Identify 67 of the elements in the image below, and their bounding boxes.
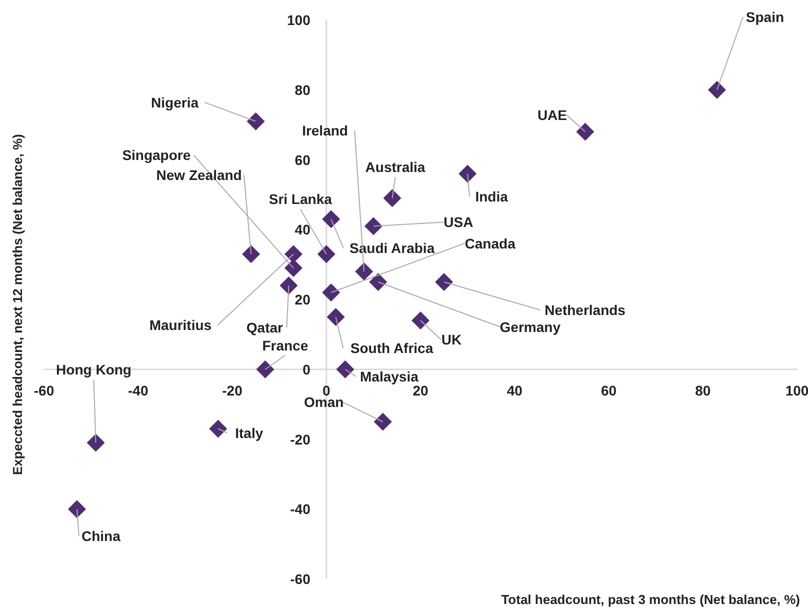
- annotation: Saudi Arabia: [350, 240, 435, 256]
- point: [280, 276, 298, 295]
- y-tick-label: 100: [287, 12, 311, 28]
- point: [355, 262, 374, 281]
- annotation: China: [82, 528, 121, 544]
- point: [322, 210, 340, 228]
- point: [284, 259, 302, 278]
- point: [256, 360, 274, 378]
- y-tick-label: -20: [290, 431, 311, 448]
- point: [322, 284, 340, 302]
- annotation: Australia: [365, 159, 426, 176]
- x-tick-label: 20: [412, 382, 428, 398]
- annotation: South Africa: [350, 340, 434, 356]
- point: [68, 500, 86, 518]
- x-tick-label: 40: [506, 382, 523, 398]
- y-tick-label: 40: [294, 222, 311, 238]
- point: [284, 245, 302, 264]
- y-tick-label: -40: [290, 501, 311, 518]
- point: [458, 164, 477, 183]
- point: [383, 189, 402, 208]
- point: [209, 420, 228, 438]
- y-tick-label: 0: [302, 361, 311, 378]
- y-tick-label: 20: [294, 292, 311, 308]
- annotation: Italy: [235, 424, 264, 441]
- x-tick-label: 100: [785, 382, 808, 398]
- annotation: Canada: [464, 236, 516, 252]
- annotation: UK: [441, 331, 462, 348]
- point: [708, 80, 726, 99]
- annotation: Netherlands: [544, 302, 626, 318]
- y-axis-title: Expeccted headcount, next 12 months (Net balance, %): [10, 134, 25, 475]
- annotation: Spain: [746, 8, 784, 25]
- x-tick-label: -40: [128, 382, 148, 398]
- annotation: India: [475, 188, 508, 205]
- point: [374, 412, 392, 431]
- annotation: Qatar: [246, 320, 284, 336]
- point: [326, 308, 345, 326]
- y-tick-label: -60: [290, 571, 311, 587]
- point: [576, 122, 594, 141]
- annotation: Ireland: [302, 122, 348, 139]
- point: [336, 360, 354, 378]
- x-tick-label: 60: [600, 382, 617, 398]
- y-tick-label: 60: [294, 152, 311, 168]
- annotation: UAE: [537, 106, 567, 123]
- point: [369, 273, 388, 292]
- annotation: Hong Kong: [56, 362, 132, 378]
- annotation: Mauritius: [149, 317, 212, 334]
- x-tick-label: 80: [695, 382, 711, 398]
- annotation: Sri Lanka: [268, 191, 332, 208]
- point: [412, 311, 430, 330]
- x-tick-label: 0: [322, 382, 330, 398]
- x-axis-title: Total headcount, past 3 months (Net balance, %): [501, 592, 800, 607]
- x-tick-label: -60: [34, 382, 54, 398]
- y-tick-label: 80: [294, 82, 311, 98]
- point: [86, 434, 105, 452]
- annotation: Nigeria: [151, 94, 199, 110]
- point: [435, 273, 454, 292]
- x-tick-label: -20: [222, 382, 243, 398]
- annotation: Germany: [500, 319, 561, 336]
- annotation: Singapore: [122, 147, 191, 164]
- annotation: Malaysia: [360, 368, 419, 384]
- point: [364, 217, 382, 236]
- point: [246, 112, 265, 130]
- annotation: New Zealand: [156, 167, 242, 184]
- annotation: USA: [444, 214, 474, 230]
- annotation: France: [262, 337, 308, 354]
- point: [317, 245, 336, 264]
- point: [242, 245, 260, 264]
